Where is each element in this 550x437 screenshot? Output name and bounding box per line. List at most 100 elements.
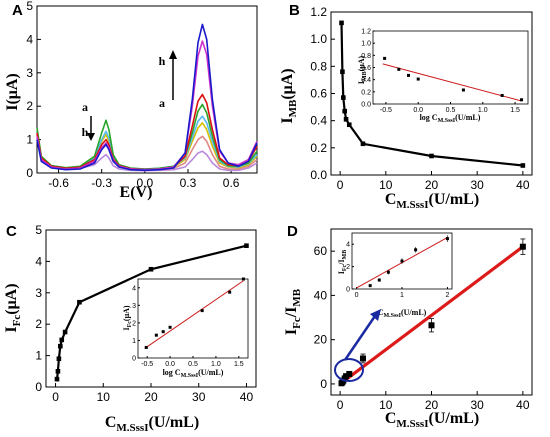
panel-b-point	[340, 69, 345, 75]
panel-a-series-line	[36, 23, 258, 172]
panel-c-data	[54, 243, 249, 382]
panel-c-inset-point	[154, 333, 158, 337]
panel-c-yticks: 0 1 2 3 4 5	[35, 223, 50, 394]
panel-d-point	[519, 243, 526, 250]
panel-a-annot-h2: h	[159, 54, 166, 68]
panel-d-ytick-label: 40	[314, 288, 328, 302]
panel-b-inset-ytick-label: 1.0	[361, 41, 371, 48]
panel-b-point	[360, 141, 366, 147]
panel-c-inset-xtick-label: 1.5	[234, 361, 244, 368]
panel-c-inset-ytick-label: 2	[132, 320, 136, 327]
panel-c-inset-ytick-label: 4	[132, 285, 136, 292]
panel-c-point	[55, 369, 61, 374]
panel-a-xtick-label: 0.6	[223, 176, 240, 190]
panel-b-ylabel: IMB(μA)	[279, 68, 299, 123]
panel-c-inset-xtick-label: 1.0	[211, 361, 221, 368]
panel-b-ytick-label: 0.6	[310, 87, 327, 101]
panel-c-xtick-label: 0	[52, 390, 59, 404]
panel-c-ytick-label: 4	[35, 254, 42, 268]
panel-c-point	[54, 376, 60, 382]
panel-b-inset-xtick-label: 0.0	[413, 107, 423, 114]
panel-b-inset-ytick-label: 0.2	[361, 89, 371, 96]
panel-c-inset-ytick-label: 0	[132, 356, 136, 363]
panel-b-point	[520, 163, 526, 168]
panel-d-inset-point	[414, 248, 418, 252]
panel-a-yticks: 0 1 2 3 4 5	[26, 0, 41, 180]
panel-b-point	[343, 117, 349, 122]
panel-a-annot-h1: h	[82, 125, 89, 139]
panel-d-inset-ytick-label: 0	[346, 287, 350, 294]
panel-c-point	[56, 356, 62, 362]
panel-d-inset-point	[445, 237, 449, 241]
panel-c-inset-data: -0.5 0.0 0.5 1.0 1.5 0 1 2 3 4	[132, 277, 245, 368]
panel-c-inset-frame	[137, 278, 249, 359]
panel-b-inset-ytick-label: 0.0	[361, 102, 371, 109]
panel-b-xtick-label: 30	[471, 178, 485, 192]
panel-b-xtick-label: 10	[379, 178, 393, 192]
panel-b-ytick-label: 1.0	[310, 32, 327, 46]
panel-b-inset-point	[461, 88, 465, 92]
panel-b-inset-ytick-label: 1.2	[361, 29, 371, 36]
panel-a-arrow-up-head	[169, 50, 177, 59]
panel-a-xticks: -0.6 -0.3 0.0 0.3 0.6	[48, 169, 240, 190]
panel-c-xticks: 0 10 20 30 40	[52, 383, 253, 404]
panel-b-inset-point	[416, 77, 420, 81]
panel-b-point	[342, 108, 348, 114]
panel-c-point	[59, 337, 65, 343]
panel-c-point	[148, 266, 154, 272]
panel-c-ytick-label: 5	[35, 223, 42, 237]
panel-b-point	[346, 122, 352, 128]
panel-a-ytick-label: 4	[26, 32, 33, 46]
panel-b-xlabel: CM.SssI(U/mL)	[385, 191, 479, 211]
panel-c-inset-xtick-label: 0.0	[165, 361, 175, 368]
panel-b-ytick-label: 0.8	[310, 59, 327, 73]
panel-c-inset-point	[161, 330, 165, 334]
panel-b-inset-ytick-label: 0.8	[361, 53, 371, 60]
panel-d-inset-xlabel: CM.SssI(U/mL)	[378, 308, 427, 319]
panel-d-data	[338, 238, 526, 387]
panel-a-ytick-label: 0	[26, 166, 33, 180]
panel-c-inset-xlabel: log CM.SssI(U/mL)	[163, 368, 224, 379]
panel-b-inset-point	[383, 56, 387, 60]
panel-a-ylabel: I(μA)	[4, 73, 21, 111]
panel-d-letter: D	[287, 223, 298, 240]
panel-c-point	[244, 243, 249, 248]
panel-a-xtick-label: -0.3	[91, 176, 112, 190]
panel-b-inset-xtick-label: 1.5	[510, 107, 520, 114]
panel-c-inset-ytick-label: 3	[132, 303, 136, 310]
panel-c-ytick-label: 0	[35, 380, 42, 394]
panel-c-inset-point	[200, 309, 204, 313]
panel-b-letter: B	[289, 2, 300, 19]
panel-b-point	[429, 153, 434, 159]
panel-d-xticks: 0 10 20 30 40	[337, 391, 530, 412]
panel-b-inset-xtick-label: -0.5	[380, 107, 392, 114]
panel-a-annot-a1: a	[82, 100, 88, 114]
panel-a-xlabel: E(V)	[120, 184, 153, 201]
panel-c-inset-point	[144, 345, 148, 349]
panel-c-inset-point	[241, 277, 245, 281]
panel-a-ytick-label: 2	[26, 99, 33, 113]
panel-c-xtick-label: 40	[240, 390, 254, 404]
panel-c-ytick-label: 2	[35, 317, 42, 331]
panel-d-fit-line	[339, 245, 524, 386]
panel-d-xtick-label: 10	[379, 398, 393, 412]
panel-b-inset-point	[500, 93, 504, 97]
panel-c-inset-xtick-label: -0.5	[141, 361, 153, 368]
panel-a-series-line	[36, 103, 258, 170]
panel-d-point	[343, 373, 350, 380]
panel-c-xtick-label: 30	[192, 390, 206, 404]
panel-c-ytick-label: 1	[35, 349, 42, 363]
panel-c-inset-fit-line	[144, 280, 244, 349]
panel-b-xtick-label: 0	[337, 178, 344, 192]
panel-b-inset-point	[520, 98, 524, 102]
panel-d-yticks: 0 20 40 60	[314, 244, 335, 391]
panel-b-inset-fit-line	[382, 63, 522, 102]
panel-c-inset-point	[168, 325, 172, 329]
panel-b-inset-point	[397, 67, 401, 71]
panel-d-ylabel: IFc/IMB	[283, 288, 303, 335]
panel-d-inset-point	[400, 259, 404, 263]
panel-b-xtick-label: 40	[516, 178, 530, 192]
panel-a-ytick-label: 5	[26, 0, 33, 13]
